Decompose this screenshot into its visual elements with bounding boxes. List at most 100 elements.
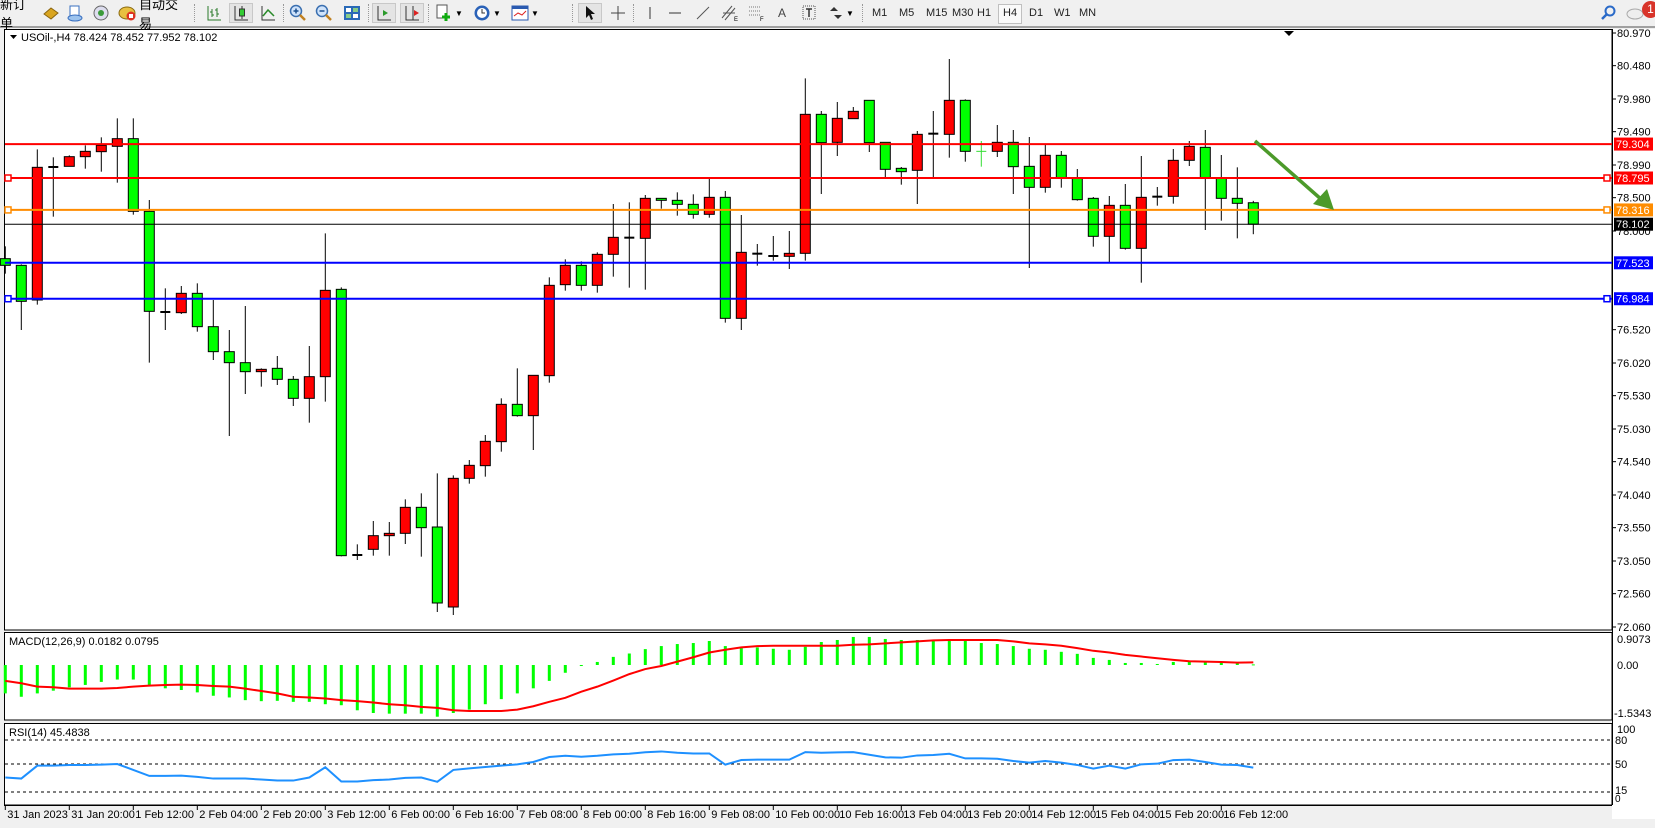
macd-histogram-bar [259,665,263,702]
price-label: 76.984 [1616,294,1650,306]
trend-arrow[interactable] [1253,139,1334,210]
line-chart-icon[interactable] [257,3,279,23]
macd-histogram-bar [819,642,823,665]
timeframe-w1[interactable]: W1 [1054,7,1071,19]
text-label-icon[interactable] [798,3,820,23]
zoom-out-icon[interactable] [313,3,335,23]
candle-body [559,264,571,286]
line-handle[interactable] [4,294,12,303]
timeframe-h4[interactable]: H4 [998,4,1023,24]
cursor-tool-icon[interactable] [578,3,602,23]
price-label: 79.304 [1616,139,1650,151]
timeframe-d1[interactable]: D1 [1029,7,1044,19]
tile-windows-icon[interactable] [341,3,363,23]
arrows-tool-button[interactable]: ▼ [824,3,858,23]
periods-button[interactable]: ▼ [470,3,504,23]
chevron-down-icon: ▼ [455,8,463,18]
fibonacci-icon[interactable]: F [745,3,769,23]
line-handle[interactable] [1603,206,1611,214]
candle-body [527,374,539,417]
data-window-icon[interactable] [64,3,86,23]
candle [79,145,91,169]
candle-body [271,367,283,380]
text-tool-icon[interactable]: A [777,6,786,20]
line-handle[interactable] [4,206,12,214]
macd-histogram-bar [211,665,215,696]
candle-body [367,535,379,550]
candle [607,204,619,277]
macd-histogram-bar [771,648,775,665]
line-handle[interactable] [1603,294,1611,303]
crosshair-tool-icon[interactable] [607,3,629,23]
macd-histogram-bar [3,665,7,694]
macd-histogram-bar [1107,659,1111,665]
rsi-tick-50: 50 [1615,759,1627,771]
macd-signal-line [5,638,1254,712]
macd-histogram-bar [403,665,407,714]
chart-shift-icon[interactable] [400,3,424,23]
trendline-icon[interactable] [692,3,714,23]
macd-histogram-bar [739,648,743,665]
price-tick-label: 72.560 [1617,589,1651,601]
macd-histogram-bar [1059,651,1063,665]
timeframe-m1[interactable]: M1 [872,7,888,19]
candle-body [1183,145,1195,161]
chevron-down-icon: ▼ [846,8,854,18]
timeframe-h1[interactable]: H1 [977,7,992,19]
candle-body [575,264,587,286]
candle [1231,167,1243,239]
navigator-icon[interactable] [90,3,112,23]
candle-body [799,113,811,254]
chevron-down-icon[interactable] [10,35,17,39]
time-label: 8 Feb 16:00 [647,809,706,821]
macd-histogram-bar [931,641,935,665]
time-label: 1 Feb 12:00 [135,809,194,821]
new-order-button[interactable]: 新订单 [0,0,32,31]
indicators-button[interactable]: ▼ [432,3,466,23]
search-icon[interactable] [1596,3,1620,23]
macd-histogram-bar [35,665,39,694]
timeframe-m30[interactable]: M30 [952,7,974,19]
price-label-bg [1614,256,1653,270]
candle-body [511,403,523,417]
chart-shift-marker[interactable] [1284,31,1294,36]
candle [95,137,107,172]
candle-body [31,166,43,301]
market-watch-icon[interactable] [40,3,62,23]
candle-body [815,113,827,144]
candle-body [943,99,955,135]
price-axis[interactable] [1612,29,1655,819]
timeframe-mn[interactable]: MN [1079,7,1097,19]
timeframe-m15[interactable]: M15 [926,7,948,19]
candle [447,475,459,615]
macd-histogram-bar [1027,648,1031,665]
price-tick-label: 78.500 [1617,193,1651,205]
horizontal-line-icon[interactable] [664,3,686,23]
price-tick-label: 80.480 [1617,61,1651,73]
auto-scroll-icon[interactable] [372,3,396,23]
macd-histogram-bar [275,665,279,701]
time-label: 7 Feb 08:00 [519,809,578,821]
line-handle[interactable] [4,174,12,182]
bar-chart-icon[interactable] [203,3,225,23]
auto-trading-button[interactable]: 自动交易 [139,0,189,31]
trend-arrow-head [1313,189,1334,210]
auto-trading-icon[interactable] [116,3,138,23]
macd-histogram-bar [803,646,807,665]
vertical-line-icon[interactable] [640,3,660,23]
candle [255,368,267,387]
macd-tick-min: -1.5343 [1614,708,1651,720]
candlestick-chart-icon[interactable] [229,3,253,23]
macd-histogram-bar [995,644,999,665]
line-handle[interactable] [1603,174,1611,182]
zoom-in-icon[interactable] [287,3,309,23]
macd-histogram-bar [627,653,631,665]
timeframe-m5[interactable]: M5 [899,7,915,19]
rsi-line [5,750,1254,783]
candle-body [95,144,107,153]
templates-button[interactable]: ▼ [508,3,542,23]
time-label: 2 Feb 04:00 [199,809,258,821]
macd-histogram-bar [547,665,551,681]
equidistant-channel-icon[interactable]: E [718,3,742,23]
